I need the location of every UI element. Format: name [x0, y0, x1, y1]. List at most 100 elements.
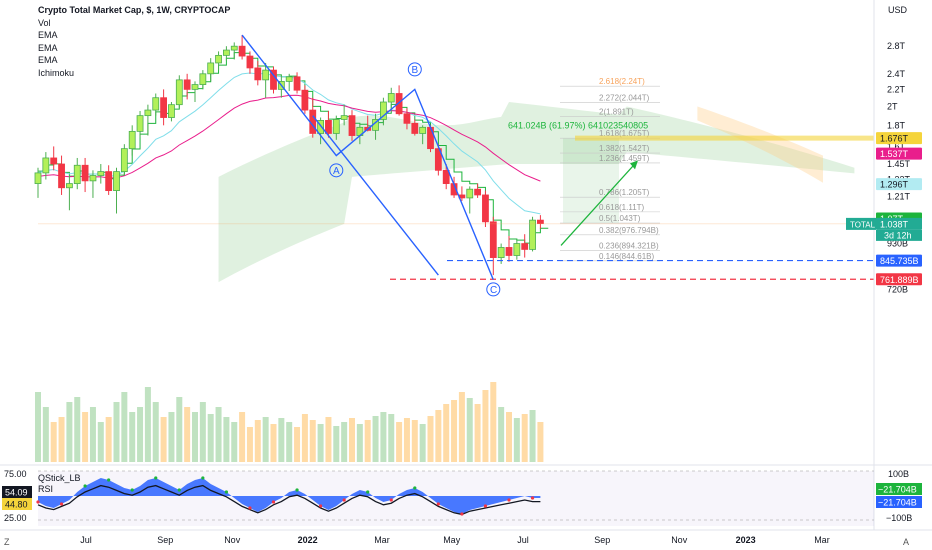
legend-qstick[interactable]: QStick_LB — [38, 473, 81, 483]
legend-ema-3[interactable]: EMA — [38, 55, 58, 65]
cloud-bearish — [697, 106, 823, 183]
candle-down — [301, 89, 309, 111]
candle-down — [160, 97, 168, 118]
price-tick-label: 1.8T — [887, 120, 906, 130]
price-tick-label: 2T — [887, 101, 898, 111]
price-badge — [876, 147, 922, 160]
candle-down — [411, 122, 419, 134]
candle-up — [168, 104, 175, 118]
volume-bar — [199, 402, 206, 462]
legend-ema-2[interactable]: EMA — [38, 42, 58, 53]
sub-left-tick: 75.00 — [4, 469, 27, 479]
legend-ema-1[interactable]: EMA — [38, 30, 58, 40]
qstick-dot — [248, 506, 252, 510]
fib-level-label: 2(1.891T) — [599, 107, 634, 116]
volume-bar — [396, 422, 403, 462]
legend-vol[interactable]: Vol — [38, 17, 51, 28]
time-tick-label: Mar — [814, 535, 830, 545]
volume-bar — [349, 418, 355, 462]
candle-up — [285, 76, 293, 82]
volume-bar — [380, 412, 387, 462]
time-tick-label: May — [443, 535, 461, 545]
fib-level-label: 2.618(2.24T) — [599, 77, 645, 86]
time-tick-label: Jul — [517, 535, 529, 545]
candle-down — [105, 171, 113, 192]
time-tick-label: Sep — [594, 535, 610, 545]
wave-label: C — [490, 285, 497, 296]
candle-up — [513, 243, 521, 256]
time-axis: Jul Sep Nov 2022 Mar May Jul Sep Nov 2023 Mar — [0, 529, 932, 545]
volume-bar — [466, 398, 473, 462]
volume-bar — [341, 422, 348, 462]
sub-right-tick: −100B — [886, 513, 912, 523]
rsi-badge-text: 44.80 — [5, 500, 28, 510]
fib-level-label: 0.786(1.205T) — [599, 188, 650, 197]
legend-ichimoku[interactable]: Ichimoku — [38, 67, 75, 78]
volume-bar — [105, 417, 112, 462]
candle-down — [183, 79, 191, 90]
volume-bar — [246, 427, 253, 462]
price-badge — [876, 178, 922, 191]
price-axis: USD2.8T2.4T2.2T2T1.8T1.6T1.45T1.33T1.21T… — [846, 0, 922, 530]
fib-level-label: 1.382(1.542T) — [599, 144, 650, 153]
cloud-bullish — [218, 102, 855, 283]
candle-up — [136, 115, 144, 132]
volume-bar — [129, 412, 136, 462]
price-tick-label: 1.45T — [887, 159, 911, 169]
volume-bar — [223, 417, 230, 462]
candle-up — [387, 93, 395, 103]
volume-bar — [74, 397, 81, 462]
qstick-dot — [342, 498, 346, 502]
volume-bar — [309, 420, 316, 462]
candle-up — [466, 188, 474, 199]
volume-bar — [294, 427, 301, 462]
sub-pane-legend: QStick_LB RSI — [38, 473, 81, 495]
candle-up — [215, 54, 222, 64]
volume-bar — [144, 387, 151, 462]
volume-bar — [333, 426, 340, 462]
price-badge-text: 845.735B — [880, 256, 919, 266]
legend-rsi[interactable]: RSI — [38, 484, 54, 494]
candle-up — [120, 148, 128, 172]
fib-level-label: 0.618(1.11T) — [599, 203, 645, 212]
volume-bar — [121, 392, 128, 462]
fib-level-label: 0.146(844.61B) — [599, 252, 654, 261]
volume-bar — [427, 416, 434, 462]
candle-up — [497, 247, 505, 258]
volume-bar — [458, 392, 465, 462]
volume-bar — [286, 422, 293, 462]
candle-down — [325, 120, 332, 134]
symbol-badge-text: TOTAL — [850, 220, 876, 229]
volume-bar — [152, 402, 159, 462]
time-tick-label: Jul — [80, 535, 92, 545]
price-badge-text: 761.889B — [880, 275, 919, 285]
candle-down — [81, 164, 89, 182]
volume-bar — [482, 390, 489, 462]
qstick-dot — [460, 512, 464, 516]
volume-bar — [317, 424, 324, 462]
time-tick-label: 2022 — [298, 535, 318, 545]
fib-level-label: 2.272(2.044T) — [599, 94, 650, 103]
price-badge — [876, 217, 922, 230]
volume-bar — [403, 418, 410, 462]
candle-up — [317, 120, 325, 134]
volume-bar — [207, 414, 214, 462]
sub-right-tick: 100B — [888, 469, 909, 479]
qstick-badge — [876, 496, 922, 508]
volume-bar — [239, 412, 246, 462]
drawings: A B C — [38, 34, 874, 297]
candle-up — [199, 73, 207, 85]
chart-title[interactable]: Crypto Total Market Cap, $, 1W, CRYPTOCA… — [38, 5, 231, 15]
candle-up — [175, 79, 183, 106]
timezone-toggle[interactable]: Z — [4, 537, 10, 547]
volume-bar — [215, 407, 222, 462]
fib-level-label: 0.5(1.043T) — [599, 214, 641, 223]
auto-scale-button[interactable]: A — [903, 537, 910, 547]
volume-bar — [498, 407, 505, 462]
candle-down — [293, 76, 301, 91]
volume-bar — [262, 417, 269, 462]
candlesticks — [34, 35, 544, 276]
volume-bar — [137, 407, 144, 462]
qstick-dot — [389, 498, 393, 502]
